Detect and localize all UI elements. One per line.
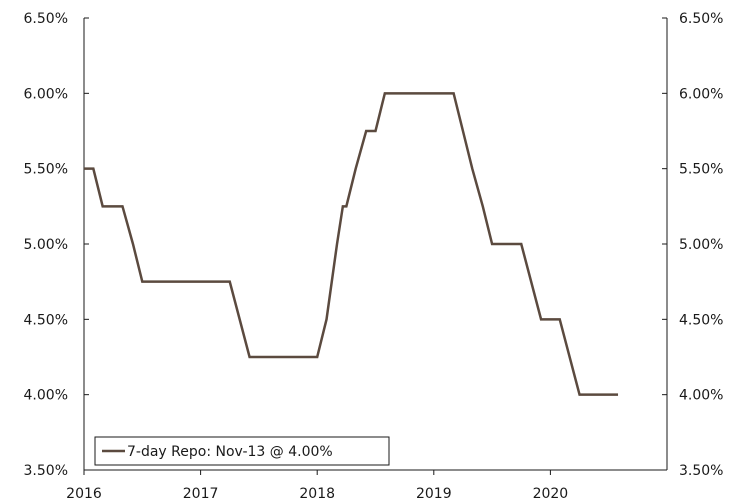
chart-series [84,92,619,396]
y-tick-label-left: 4.50% [24,312,68,328]
y-tick-label-right: 6.50% [679,11,723,27]
x-tick-label: 2018 [299,486,335,501]
y-tick-label-left: 5.50% [24,162,68,178]
y-tick-label-left: 6.00% [24,86,68,102]
y-tick-label-right: 5.00% [679,237,723,253]
y-tick-label-left: 4.00% [24,388,68,404]
legend-box [94,436,390,466]
legend-label: 7-day Repo: Nov-13 @ 4.00% [127,444,333,460]
chart-axes: 6.50% 6.50% 6.00% 6.00% 5.50% 5.50% 5.00% 5.00%… [24,11,724,501]
series-line-7day-repo [84,92,619,396]
y-tick-label-left: 3.50% [24,463,68,479]
chart-legend: 7-day Repo: Nov-13 @ 4.00% [94,436,390,466]
y-tick-label-right: 5.50% [679,162,723,178]
y-tick-label-right: 6.00% [679,86,723,102]
y-tick-label-left: 5.00% [24,237,68,253]
y-tick-label-right: 3.50% [679,463,723,479]
x-tick-label: 2020 [533,486,569,501]
y-tick-label-right: 4.50% [679,312,723,328]
y-tick-label-left: 6.50% [24,11,68,27]
y-tick-label-right: 4.00% [679,388,723,404]
x-tick-label: 2019 [416,486,452,501]
x-tick-label: 2016 [66,486,102,501]
x-tick-label: 2017 [183,486,219,501]
